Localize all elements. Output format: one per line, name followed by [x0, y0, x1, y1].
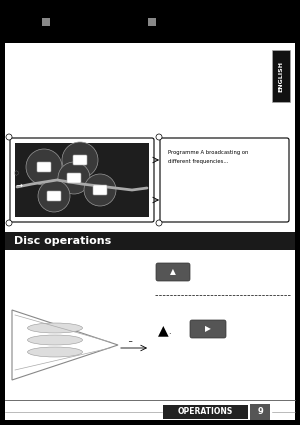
Text: .: . [168, 328, 171, 337]
FancyBboxPatch shape [67, 173, 81, 183]
FancyBboxPatch shape [73, 155, 87, 165]
Bar [250, 404, 270, 420]
Circle shape [156, 134, 162, 140]
Bar [42, 18, 50, 26]
Text: Disc operations: Disc operations [14, 236, 111, 246]
Circle shape [6, 134, 12, 140]
Text: Programme A broadcasting on: Programme A broadcasting on [168, 150, 248, 155]
Circle shape [84, 174, 116, 206]
Circle shape [38, 180, 70, 212]
Text: ⬡: ⬡ [14, 171, 19, 176]
FancyBboxPatch shape [47, 191, 61, 201]
Circle shape [6, 220, 12, 226]
Bar [272, 50, 290, 102]
Bar [5, 5, 295, 43]
Text: ENGLISH: ENGLISH [278, 60, 284, 91]
Circle shape [62, 142, 98, 178]
Circle shape [26, 149, 62, 185]
Ellipse shape [28, 347, 82, 357]
Text: ▲: ▲ [158, 323, 169, 337]
Ellipse shape [28, 323, 82, 333]
Text: →: → [16, 181, 23, 190]
FancyBboxPatch shape [37, 162, 51, 172]
Text: ▶: ▶ [205, 325, 211, 334]
Text: 9: 9 [257, 408, 263, 416]
Text: ─: ─ [128, 340, 131, 345]
Bar [5, 232, 295, 250]
Text: OPERATIONS: OPERATIONS [177, 408, 232, 416]
FancyBboxPatch shape [93, 185, 107, 195]
FancyBboxPatch shape [10, 138, 154, 222]
FancyBboxPatch shape [160, 138, 289, 222]
Circle shape [58, 162, 90, 194]
FancyBboxPatch shape [190, 320, 226, 338]
Text: different frequencies...: different frequencies... [168, 159, 228, 164]
Circle shape [156, 220, 162, 226]
Bar [148, 18, 156, 26]
Ellipse shape [28, 335, 82, 345]
Bar [163, 405, 248, 419]
Bar [15, 143, 149, 217]
Text: ▲: ▲ [170, 267, 176, 277]
Polygon shape [12, 310, 118, 380]
FancyBboxPatch shape [156, 263, 190, 281]
